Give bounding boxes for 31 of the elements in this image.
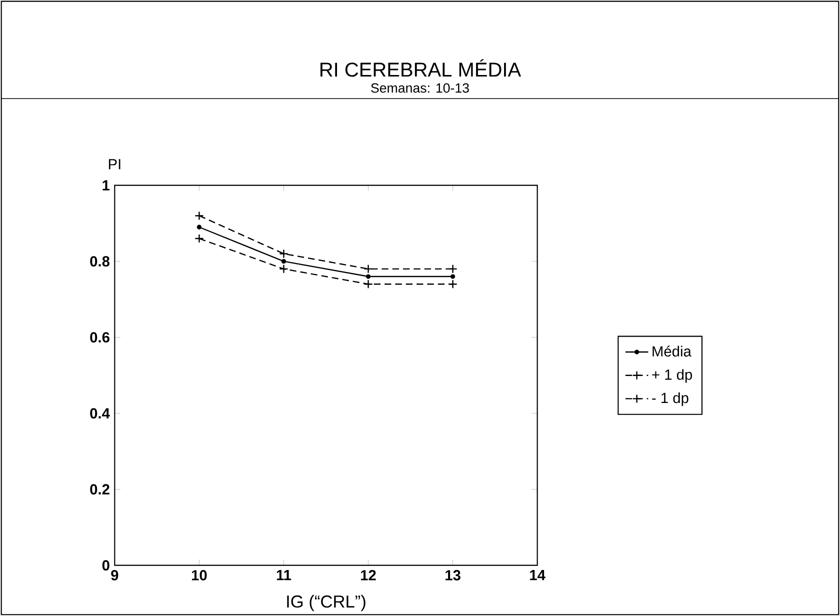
point <box>194 234 204 244</box>
point <box>279 264 288 274</box>
chart-subtitle: Semanas: 10-13 <box>371 83 469 93</box>
y-axis-title: PI <box>108 159 120 170</box>
point <box>448 264 458 274</box>
point <box>448 280 458 289</box>
x-tick-label: 13 <box>446 570 460 580</box>
point <box>281 258 286 264</box>
point <box>196 224 202 230</box>
x-axis-title: IG (“CRL”) <box>287 594 366 612</box>
y-tick-label: 0.8 <box>90 256 110 267</box>
x-tick-label: 14 <box>530 570 546 580</box>
y-tick-label: 0.6 <box>90 332 110 343</box>
point <box>364 280 373 289</box>
legend-label: + 1 dp <box>652 369 692 383</box>
y-tick-label: 0.4 <box>90 408 110 419</box>
x-tick-label: 9 <box>111 570 118 580</box>
point <box>279 249 288 258</box>
y-tick-label: 1 <box>102 180 110 190</box>
y-tick-label: 0.2 <box>90 484 110 495</box>
y-tick-label: 0 <box>102 560 110 571</box>
x-tick-label: 12 <box>361 570 376 580</box>
point <box>450 274 456 279</box>
chart-title: RI CEREBRAL MÉDIA <box>320 59 522 77</box>
point <box>364 264 373 274</box>
legend-label: - 1 dp <box>652 392 688 406</box>
x-tick-label: 10 <box>192 570 207 580</box>
point <box>366 274 371 279</box>
x-tick-label: 11 <box>276 570 292 580</box>
point <box>194 211 204 220</box>
legend-label: Média <box>652 346 692 357</box>
